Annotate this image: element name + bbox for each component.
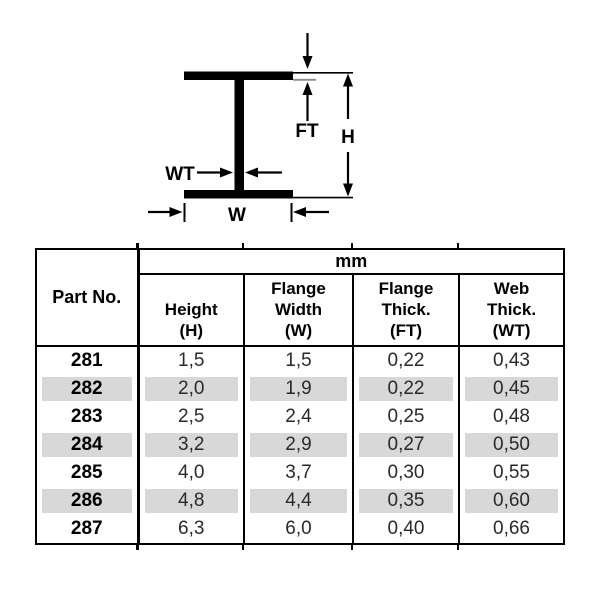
flange-thick-column-header: Flange Thick. (FT): [352, 274, 459, 347]
column-rule-tick: [136, 243, 139, 248]
web-thick-value: 0,60: [465, 489, 558, 513]
flange-width-value: 2,4: [285, 406, 312, 427]
flange-width-value: 2,9: [250, 433, 347, 457]
h-dimension-arrow-down: [343, 152, 353, 197]
ft-dimension-arrow-up: [302, 82, 313, 121]
web-thick-value: 0,45: [465, 377, 558, 401]
flange-thick-value: 0,25: [387, 406, 425, 427]
flange-width-value: 1,9: [250, 377, 347, 401]
flange-thick-value: 0,35: [359, 489, 453, 513]
web-thick-value: 0,50: [465, 433, 558, 457]
beam-web: [234, 80, 244, 191]
table-row: 282 2,0 1,9 0,22 0,45: [36, 375, 564, 403]
height-value: 1,5: [178, 350, 205, 371]
part-number: 285: [70, 462, 103, 483]
column-rule-tick: [242, 243, 244, 248]
ft-label: FT: [295, 121, 319, 142]
h-label: H: [341, 127, 355, 148]
web-thick-value: 0,48: [493, 406, 530, 427]
wt-dimension-arrow-left: [245, 167, 282, 178]
web-thick-column-header: Web Thick. (WT): [458, 274, 564, 347]
height-value: 2,5: [178, 406, 205, 427]
part-no-header: Part No.: [36, 249, 138, 347]
ft-dimension-arrow-down: [302, 33, 313, 69]
column-rule-tick: [351, 243, 353, 248]
table-row: 285 4,0 3,7 0,30 0,55: [36, 459, 564, 487]
column-rule-tick: [351, 545, 353, 550]
unit-header-row: Part No. mm: [36, 249, 564, 347]
height-column-header: Height (H): [136, 274, 244, 347]
web-thick-value: 0,55: [493, 462, 530, 483]
web-thick-value: 0,66: [493, 518, 530, 539]
height-value: 2,0: [144, 377, 238, 401]
part-number: 284: [42, 433, 132, 457]
web-thick-value: 0,43: [493, 350, 530, 371]
flange-width-value: 1,5: [285, 350, 312, 371]
spec-table: Part No. mm Height (H) Flange Width (W) …: [35, 248, 565, 545]
height-value: 4,8: [144, 489, 238, 513]
table-row: 281 1,5 1,5 0,22 0,43: [36, 346, 564, 375]
beam-top-flange: [184, 71, 293, 80]
column-rule-tick: [457, 545, 459, 550]
table-row: 283 2,5 2,4 0,25 0,48: [36, 403, 564, 431]
table-row: 286 4,8 4,4 0,35 0,60: [36, 487, 564, 515]
part-number: 286: [42, 489, 132, 513]
table-row: 284 3,2 2,9 0,27 0,50: [36, 431, 564, 459]
flange-thick-value: 0,27: [359, 433, 453, 457]
w-dimension-arrow-right: [148, 203, 186, 222]
height-value: 6,3: [178, 518, 205, 539]
height-value: 4,0: [178, 462, 205, 483]
flange-thick-value: 0,22: [387, 350, 425, 371]
flange-width-value: 6,0: [285, 518, 312, 539]
part-number: 281: [70, 350, 103, 371]
flange-width-value: 4,4: [250, 489, 347, 513]
beam-bottom-flange: [184, 190, 293, 199]
wt-label: WT: [165, 164, 195, 185]
part-number: 283: [70, 406, 103, 427]
flange-thick-value: 0,40: [387, 518, 425, 539]
column-rule-tick: [136, 545, 139, 550]
table-row: 287 6,3 6,0 0,40 0,66: [36, 515, 564, 544]
w-label: W: [228, 205, 246, 226]
flange-width-column-header: Flange Width (W): [243, 274, 353, 347]
column-header-row: Height (H) Flange Width (W) Flange Thick…: [36, 274, 564, 347]
part-number: 287: [70, 518, 103, 539]
ibeam-dimension-diagram: FT H WT W: [148, 33, 355, 226]
column-rule-tick: [242, 545, 244, 550]
flange-thick-value: 0,22: [359, 377, 453, 401]
column-rule-tick: [457, 243, 459, 248]
wt-dimension-arrow-right: [197, 167, 233, 178]
part-number: 282: [42, 377, 132, 401]
h-dimension-arrow-up: [343, 73, 353, 119]
flange-width-value: 3,7: [285, 462, 312, 483]
unit-header: mm: [136, 249, 564, 275]
height-value: 3,2: [144, 433, 238, 457]
flange-thick-value: 0,30: [387, 462, 425, 483]
w-dimension-arrow-left: [290, 203, 329, 222]
